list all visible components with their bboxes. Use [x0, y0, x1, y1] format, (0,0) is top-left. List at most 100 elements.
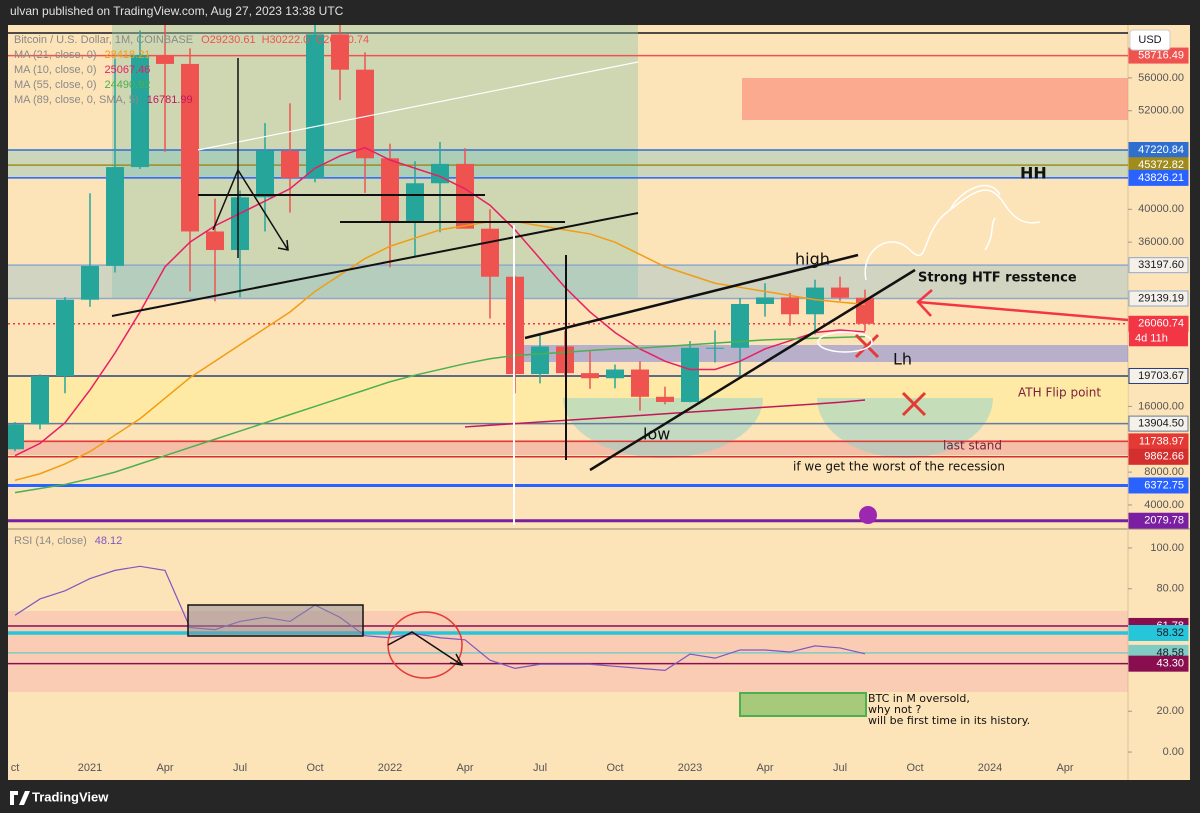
candle-body — [831, 287, 849, 298]
candle-body — [631, 369, 649, 397]
price-label: 9862.66 — [1144, 451, 1184, 463]
zone — [742, 78, 1128, 120]
price-label-bg — [1128, 448, 1189, 465]
price-label: 47220.84 — [1138, 144, 1184, 156]
annotation: high — [795, 250, 830, 269]
x-tick-label: 2021 — [78, 762, 102, 774]
y-tick-label: 100.00 — [1150, 542, 1184, 554]
price-label: 13904.50 — [1138, 418, 1184, 430]
price-label: 19703.67 — [1138, 370, 1184, 382]
y-tick-label: 36000.00 — [1138, 236, 1184, 248]
x-tick-label: Oct — [306, 762, 323, 774]
annotation: HH — [1020, 164, 1047, 183]
zone — [8, 265, 1128, 298]
price-label: 43826.21 — [1138, 172, 1184, 184]
price-label: 58716.49 — [1138, 49, 1184, 61]
arrow — [212, 168, 289, 251]
circle-mark — [817, 331, 873, 353]
annotation: will be first time in its history. — [868, 714, 1030, 727]
arrow — [916, 289, 1129, 322]
zone — [8, 150, 1128, 178]
legend-value: 16781.99 — [147, 94, 193, 106]
y-tick-label: 8000.00 — [1144, 466, 1184, 478]
series-line — [464, 399, 866, 428]
candle-body — [356, 69, 374, 159]
rsi-band — [8, 611, 1128, 692]
logo — [10, 791, 30, 805]
x-tick-label: Apr — [1056, 762, 1073, 774]
currency-button[interactable] — [1129, 29, 1171, 51]
candle-body — [581, 373, 599, 379]
price-label: 58.32 — [1156, 627, 1184, 639]
candle-body — [731, 303, 749, 348]
drawings — [111, 58, 1129, 717]
cup — [563, 398, 763, 458]
brand: TradingView — [32, 789, 109, 804]
candle-body — [456, 163, 474, 229]
series-line — [14, 565, 866, 672]
rsi-box — [187, 604, 364, 637]
candle-body — [381, 158, 399, 222]
candle-body — [531, 346, 549, 375]
x-tick-label: Jul — [533, 762, 547, 774]
price-label-bg — [1128, 625, 1189, 642]
price-label: 45372.82 — [1138, 159, 1184, 171]
x-tick-label: 2022 — [378, 762, 402, 774]
candle-body — [681, 347, 699, 402]
candle-body — [181, 63, 199, 232]
annotation: ATH Flip point — [1018, 386, 1101, 400]
y-tick-label: 0.00 — [1163, 746, 1184, 758]
scribble — [864, 184, 1041, 281]
zone — [112, 25, 638, 298]
x-tick-label: 2023 — [678, 762, 702, 774]
currency: USD — [1138, 34, 1161, 46]
price-label: 33197.60 — [1138, 259, 1184, 271]
x-tick-label: ct — [11, 762, 20, 774]
price-label: 11738.97 — [1139, 435, 1184, 447]
annotation: Strong HTF resstence — [918, 271, 1077, 286]
y-tick-label: 4000.00 — [1144, 499, 1184, 511]
legend-value: 48.12 — [95, 535, 123, 547]
text-layer: 4000.00 8000.00 16000.00 36000.00 40000.00 52… — [11, 34, 1189, 774]
x-tick-label: Jul — [833, 762, 847, 774]
price-label-bg — [1128, 257, 1189, 274]
series-line — [14, 220, 866, 482]
x-tick-label: Apr — [456, 762, 473, 774]
legend-name: MA (55, close, 0) — [14, 79, 97, 91]
cross — [854, 333, 880, 359]
ohlc-value: C26060.74 — [315, 34, 369, 46]
legend-value: 24490.92 — [105, 79, 151, 91]
legend-title: Bitcoin / U.S. Dollar, 1M, COINBASE — [14, 34, 193, 46]
candle-body — [106, 167, 124, 266]
zone — [8, 440, 1128, 455]
candle-body — [806, 287, 824, 315]
y-tick-label: 40000.00 — [1138, 203, 1184, 215]
annotation: why not ? — [868, 703, 921, 716]
candle-body — [56, 299, 74, 377]
event-icon — [859, 506, 877, 524]
y-tick-label: 56000.00 — [1138, 72, 1184, 84]
cross — [901, 391, 927, 417]
publish-header: ulvan published on TradingView.com, Aug … — [10, 4, 344, 18]
rsi-zones — [8, 611, 1128, 692]
price-label-bg — [1128, 655, 1189, 672]
price-label: 6372.75 — [1144, 479, 1184, 491]
candle-body — [256, 150, 274, 198]
trendline — [111, 212, 639, 317]
x-tick-label: 2024 — [978, 762, 1002, 774]
candle-body — [306, 34, 324, 178]
annotation: BTC in M oversold, — [868, 692, 970, 705]
candle-body — [606, 369, 624, 379]
rsi-arrow — [387, 631, 464, 666]
trendline — [524, 253, 859, 340]
y-tick-label: 20.00 — [1156, 705, 1184, 717]
candle-body — [81, 265, 99, 300]
x-tick-label: Apr — [156, 762, 173, 774]
oversold-box — [739, 692, 867, 717]
candle-body — [231, 197, 249, 251]
candle-body — [206, 231, 224, 251]
price-label-bg — [1128, 367, 1189, 384]
ohlc-value: O29230.61 — [201, 34, 255, 46]
price-label-bg — [1128, 477, 1189, 494]
